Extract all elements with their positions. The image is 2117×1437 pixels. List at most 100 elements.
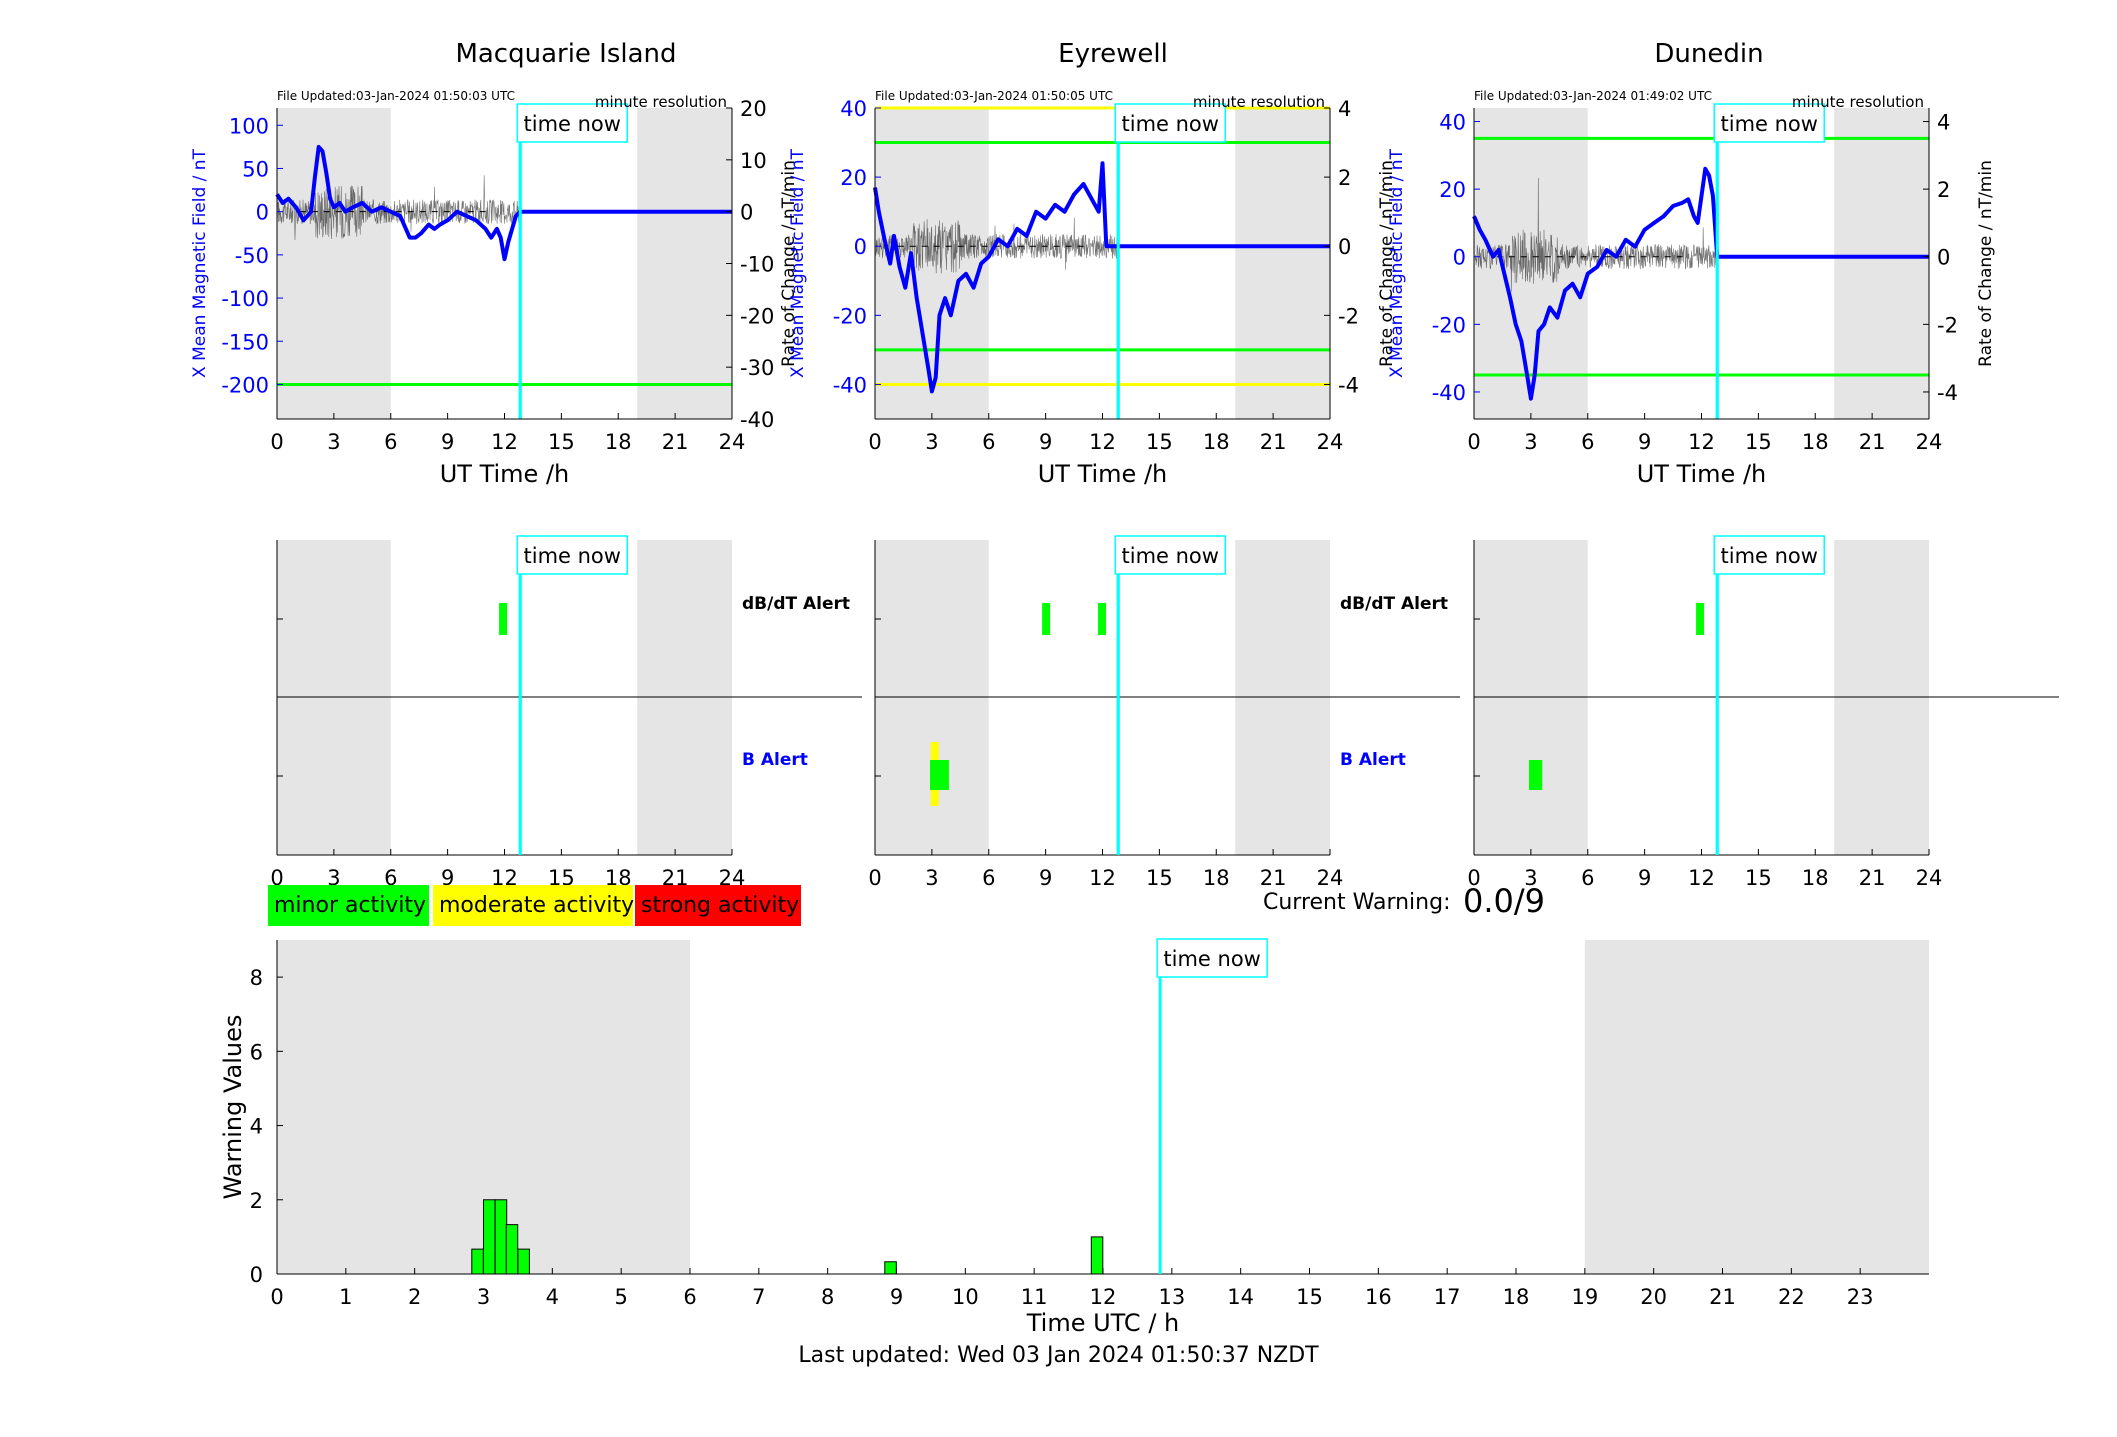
time-now-box — [1114, 103, 1226, 143]
time-now-label: time now — [524, 112, 621, 136]
x-axis-label: UT Time /h — [440, 460, 570, 488]
y-tick-label-left: -100 — [221, 287, 269, 311]
night-shade-band — [637, 108, 732, 419]
x-tick-label: 9 — [441, 866, 454, 890]
x-tick-label: 12 — [1089, 430, 1116, 454]
y-axis-label-left: X Mean Magnetic Field / nT — [1387, 148, 1407, 378]
x-tick-label: 5 — [614, 1285, 627, 1309]
b-alert-label: B Alert — [742, 750, 808, 770]
current-warning-label: Current Warning: — [1263, 890, 1451, 915]
alert-bar-minor — [1696, 603, 1705, 635]
y-tick-label-right: -20 — [740, 304, 774, 328]
x-tick-label: 13 — [1158, 1285, 1185, 1309]
warning-bar — [517, 1248, 530, 1275]
x-tick-label: 6 — [1581, 866, 1594, 890]
x-tick-label: 18 — [605, 430, 632, 454]
x-axis-label: UT Time /h — [1637, 460, 1767, 488]
file-updated-label: File Updated:03-Jan-2024 01:50:05 UTC — [875, 89, 1113, 103]
y-tick-label-right: 0 — [740, 201, 753, 225]
x-tick-label: 21 — [1859, 430, 1886, 454]
night-shade-band — [1834, 108, 1929, 419]
legend-moderate: moderate activity — [433, 885, 634, 926]
station-title-dunedin: Dunedin — [1654, 39, 1763, 69]
y-tick-label-left: 20 — [1439, 178, 1466, 202]
warning-bar — [494, 1199, 508, 1275]
y-tick-label-right: 2 — [1338, 166, 1351, 190]
y-axis-label-right: Rate of Change / nT/min — [1377, 160, 1397, 367]
file-updated-label: File Updated:03-Jan-2024 01:50:03 UTC — [277, 89, 515, 103]
y-tick-label-left: 100 — [229, 114, 269, 138]
x-tick-label: 21 — [662, 430, 689, 454]
alert-bar-minor — [1042, 603, 1051, 635]
x-tick-label: 12 — [1090, 1285, 1117, 1309]
resolution-label: minute resolution — [1193, 93, 1325, 111]
title-group: Macquarie Island Eyrewell Dunedin — [455, 39, 1763, 69]
y-tick-label-left: 40 — [1439, 111, 1466, 135]
field-chart-0: time now-200-150-100-50050100-40-30-20-1… — [190, 89, 799, 488]
y-axis-label: Warning Values — [219, 1015, 247, 1200]
last-updated: Last updated: Wed 03 Jan 2024 01:50:37 N… — [798, 1343, 1319, 1368]
x-tick-label: 0 — [868, 866, 881, 890]
x-tick-label: 6 — [384, 866, 397, 890]
x-tick-label: 6 — [384, 430, 397, 454]
y-tick-label-left: -40 — [1432, 381, 1466, 405]
legend-minor: minor activity — [268, 885, 429, 926]
time-now-box — [1713, 535, 1825, 575]
time-now-label: time now — [1122, 112, 1219, 136]
x-tick-label: 0 — [270, 430, 283, 454]
x-tick-label: 0 — [270, 1285, 283, 1309]
night-shade-band — [1235, 108, 1330, 419]
y-tick-label-left: -20 — [833, 304, 867, 328]
x-tick-label: 19 — [1571, 1285, 1598, 1309]
y-tick-label-right: -2 — [1338, 304, 1359, 328]
warning-bar — [1090, 1236, 1104, 1275]
x-tick-label: 6 — [683, 1285, 696, 1309]
x-tick-label: 6 — [982, 430, 995, 454]
time-now-label: time now — [1163, 947, 1260, 971]
time-now-box — [1713, 103, 1825, 143]
x-tick-label: 15 — [1296, 1285, 1323, 1309]
x-tick-label: 0 — [1467, 430, 1480, 454]
y-tick-label-right: -10 — [740, 253, 774, 277]
alert-bar-minor — [929, 760, 949, 790]
dbdt-alert-label: dB/dT Alert — [1340, 594, 1448, 614]
x-tick-label: 12 — [1089, 866, 1116, 890]
x-tick-label: 20 — [1640, 1285, 1667, 1309]
y-axis-label-right: Rate of Change / nT/min — [1976, 160, 1996, 367]
y-tick-label-left: 50 — [242, 157, 269, 181]
y-tick-label-left: -20 — [1432, 313, 1466, 337]
y-tick-label: 0 — [250, 1263, 263, 1287]
x-tick-label: 0 — [1467, 866, 1480, 890]
x-tick-label: 15 — [1146, 430, 1173, 454]
x-tick-label: 4 — [546, 1285, 559, 1309]
x-tick-label: 10 — [952, 1285, 979, 1309]
time-now-label: time now — [524, 544, 621, 568]
x-tick-label: 18 — [1802, 866, 1829, 890]
x-tick-label: 1 — [339, 1285, 352, 1309]
time-now-label: time now — [1721, 112, 1818, 136]
field-series-line — [1472, 166, 1929, 401]
x-tick-label: 24 — [1916, 866, 1943, 890]
x-tick-label: 15 — [1745, 430, 1772, 454]
y-tick-label-left: 20 — [840, 166, 867, 190]
x-tick-label: 8 — [821, 1285, 834, 1309]
time-now-box — [1156, 938, 1268, 978]
y-tick-label-left: 40 — [840, 97, 867, 121]
x-tick-label: 22 — [1778, 1285, 1805, 1309]
resolution-label: minute resolution — [1792, 93, 1924, 111]
warning-bar — [471, 1248, 484, 1275]
x-tick-label: 0 — [868, 430, 881, 454]
x-tick-label: 9 — [1638, 430, 1651, 454]
x-tick-label: 3 — [327, 866, 340, 890]
y-axis-label-left: X Mean Magnetic Field / nT — [788, 148, 808, 378]
time-now-box — [516, 103, 628, 143]
x-tick-label: 11 — [1021, 1285, 1048, 1309]
alert-bar-minor — [1528, 760, 1543, 790]
warning-bar — [884, 1261, 897, 1275]
x-tick-label: 12 — [1688, 866, 1715, 890]
station-title-macquarie: Macquarie Island — [455, 39, 676, 69]
y-tick-label-left: 0 — [256, 201, 269, 225]
rate-of-change-trace — [875, 215, 1118, 274]
